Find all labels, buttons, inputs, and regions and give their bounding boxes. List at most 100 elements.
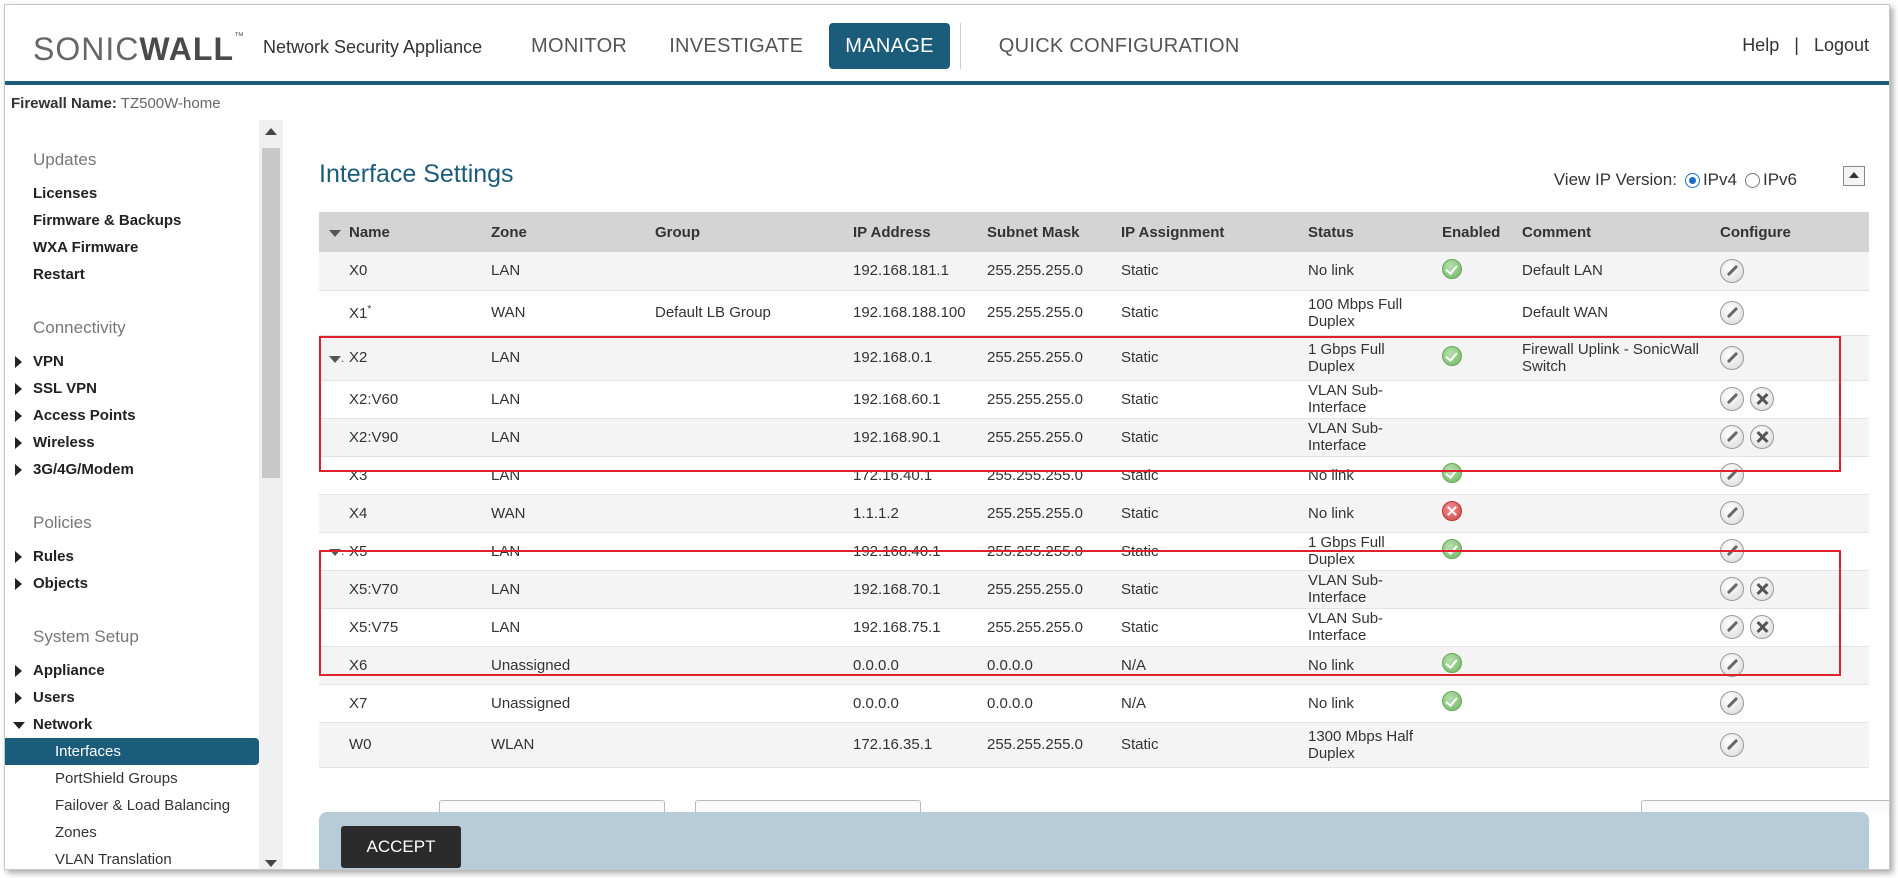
table-row[interactable]: W0 WLAN 172.16.35.1 255.255.255.0 Static 1300… xyxy=(319,722,1869,768)
sidebar-item-licenses[interactable]: Licenses xyxy=(33,185,98,202)
scroll-down-icon[interactable] xyxy=(265,860,277,867)
sidebar-item-firmware-backups[interactable]: Firmware & Backups xyxy=(33,212,182,229)
column-header-status[interactable]: Status xyxy=(1300,212,1434,252)
column-header-group[interactable]: Group xyxy=(647,212,845,252)
accept-button[interactable]: ACCEPT xyxy=(341,826,461,868)
ipv6-label[interactable]: IPv6 xyxy=(1762,170,1797,189)
expand-arrow-icon[interactable] xyxy=(329,544,344,558)
column-header-enabled[interactable]: Enabled xyxy=(1434,212,1514,252)
nav-investigate[interactable]: INVESTIGATE xyxy=(669,35,804,57)
edit-pencil-icon[interactable] xyxy=(1720,425,1744,449)
edit-pencil-icon[interactable] xyxy=(1720,732,1744,757)
edit-pencil-icon[interactable] xyxy=(1720,653,1744,677)
collapse-panel-button[interactable] xyxy=(1843,166,1865,186)
cell-configure xyxy=(1712,684,1869,723)
sidebar-item-label: Rules xyxy=(33,548,74,565)
expand-arrow-icon[interactable] xyxy=(329,351,344,365)
sidebar-item-objects[interactable]: Objects xyxy=(5,570,259,597)
scrollbar-thumb[interactable] xyxy=(262,148,280,478)
sidebar-item-interfaces[interactable]: Interfaces xyxy=(5,738,259,765)
ipv4-radio[interactable] xyxy=(1684,172,1700,188)
edit-pencil-icon[interactable] xyxy=(1720,387,1744,411)
cell-group xyxy=(647,418,845,457)
table-row[interactable]: X3 LAN 172.16.40.1 255.255.255.0 Static No li… xyxy=(319,456,1869,495)
column-header-subnet-mask[interactable]: Subnet Mask xyxy=(979,212,1113,252)
expand-arrow-icon xyxy=(15,665,22,677)
sidebar-item-network[interactable]: Network xyxy=(5,711,259,738)
cell-ip-assignment: Static xyxy=(1113,418,1300,457)
sidebar-item-portshield-groups[interactable]: PortShield Groups xyxy=(55,770,178,787)
edit-pencil-icon[interactable] xyxy=(1720,300,1744,325)
nav-manage[interactable]: MANAGE xyxy=(829,23,950,69)
nav-monitor[interactable]: MONITOR xyxy=(531,35,628,57)
edit-pencil-icon[interactable] xyxy=(1720,615,1744,639)
table-row[interactable]: X5:V75 LAN 192.168.75.1 255.255.255.0 Static… xyxy=(319,608,1869,647)
cell-ip-assignment: Static xyxy=(1113,456,1300,495)
header-link-separator: | xyxy=(1794,35,1799,55)
sidebar-item-users[interactable]: Users xyxy=(5,684,259,711)
cell-comment xyxy=(1514,646,1712,685)
sidebar-item-wireless[interactable]: Wireless xyxy=(5,429,259,456)
edit-pencil-icon[interactable] xyxy=(1720,258,1744,283)
table-row[interactable]: X6 Unassigned 0.0.0.0 0.0.0.0 N/A No link xyxy=(319,646,1869,685)
column-header-zone[interactable]: Zone xyxy=(483,212,647,252)
ipv4-label[interactable]: IPv4 xyxy=(1702,170,1737,189)
table-row[interactable]: X4 WAN 1.1.1.2 255.255.255.0 Static No link xyxy=(319,494,1869,533)
filter-field[interactable] xyxy=(1641,800,1889,812)
cell-subnet-mask: 0.0.0.0 xyxy=(979,646,1113,685)
sidebar-item-zones[interactable]: Zones xyxy=(55,824,97,841)
delete-x-icon[interactable] xyxy=(1750,615,1774,639)
delete-x-icon[interactable] xyxy=(1750,577,1774,601)
column-header-ip-assignment[interactable]: IP Assignment xyxy=(1113,212,1300,252)
edit-pencil-icon[interactable] xyxy=(1720,691,1744,715)
sidebar-item-vpn[interactable]: VPN xyxy=(5,348,259,375)
table-row[interactable]: X0 LAN 192.168.181.1 255.255.255.0 Static No … xyxy=(319,252,1869,291)
sidebar-scrollbar[interactable] xyxy=(259,120,283,869)
app-name: Network Security Appliance xyxy=(263,37,483,57)
column-header-name[interactable]: Name xyxy=(319,212,483,252)
sidebar-item-failover-load-balancing[interactable]: Failover & Load Balancing xyxy=(55,797,231,814)
sidebar-item-vlan-translation[interactable]: VLAN Translation xyxy=(55,851,172,868)
filter-field[interactable] xyxy=(439,800,665,812)
cell-group xyxy=(647,456,845,495)
edit-pencil-icon[interactable] xyxy=(1720,463,1744,487)
delete-x-icon[interactable] xyxy=(1750,387,1774,411)
sidebar-item-ssl-vpn[interactable]: SSL VPN xyxy=(5,375,259,402)
filter-field[interactable] xyxy=(695,800,921,812)
ipv6-radio[interactable] xyxy=(1744,172,1760,188)
delete-x-icon[interactable] xyxy=(1750,425,1774,449)
edit-pencil-icon[interactable] xyxy=(1720,501,1744,525)
help-link[interactable]: Help xyxy=(1742,35,1780,55)
cell-zone: WAN xyxy=(483,494,647,533)
sidebar-item-appliance[interactable]: Appliance xyxy=(5,657,259,684)
edit-pencil-icon[interactable] xyxy=(1720,345,1744,370)
sonicwall-logo[interactable]: SONICWALL™ xyxy=(33,31,245,67)
cell-subnet-mask: 255.255.255.0 xyxy=(979,570,1113,609)
column-header-ip-address[interactable]: IP Address xyxy=(845,212,979,252)
bottom-action-bar: ACCEPT xyxy=(319,812,1869,869)
main-nav: MONITOR INVESTIGATE MANAGE QUICK CONFIGU… xyxy=(515,23,1266,69)
expand-arrow-icon xyxy=(15,578,22,590)
logout-link[interactable]: Logout xyxy=(1813,35,1869,55)
cell-ip-assignment: Static xyxy=(1113,335,1300,381)
edit-pencil-icon[interactable] xyxy=(1720,577,1744,601)
table-row[interactable]: X1* WAN Default LB Group 192.168.188.100 255… xyxy=(319,290,1869,336)
cell-status: No link xyxy=(1300,494,1434,533)
cell-zone: LAN xyxy=(483,532,647,571)
table-row[interactable]: X2:V90 LAN 192.168.90.1 255.255.255.0 Static… xyxy=(319,418,1869,457)
table-row[interactable]: X2:V60 LAN 192.168.60.1 255.255.255.0 Static… xyxy=(319,380,1869,419)
scroll-up-icon[interactable] xyxy=(265,128,277,135)
sidebar-item-3g-4g-modem[interactable]: 3G/4G/Modem xyxy=(5,456,259,483)
edit-pencil-icon[interactable] xyxy=(1720,539,1744,563)
sidebar-item-restart[interactable]: Restart xyxy=(33,266,85,283)
cell-configure xyxy=(1712,380,1869,419)
sidebar-item-rules[interactable]: Rules xyxy=(5,543,259,570)
nav-quick-configuration[interactable]: QUICK CONFIGURATION xyxy=(998,35,1240,57)
table-row[interactable]: X5:V70 LAN 192.168.70.1 255.255.255.0 Static… xyxy=(319,570,1869,609)
table-row[interactable]: X7 Unassigned 0.0.0.0 0.0.0.0 N/A No link xyxy=(319,684,1869,723)
sidebar-item-wxa-firmware[interactable]: WXA Firmware xyxy=(33,239,139,256)
sidebar-item-access-points[interactable]: Access Points xyxy=(5,402,259,429)
column-header-comment[interactable]: Comment xyxy=(1514,212,1712,252)
